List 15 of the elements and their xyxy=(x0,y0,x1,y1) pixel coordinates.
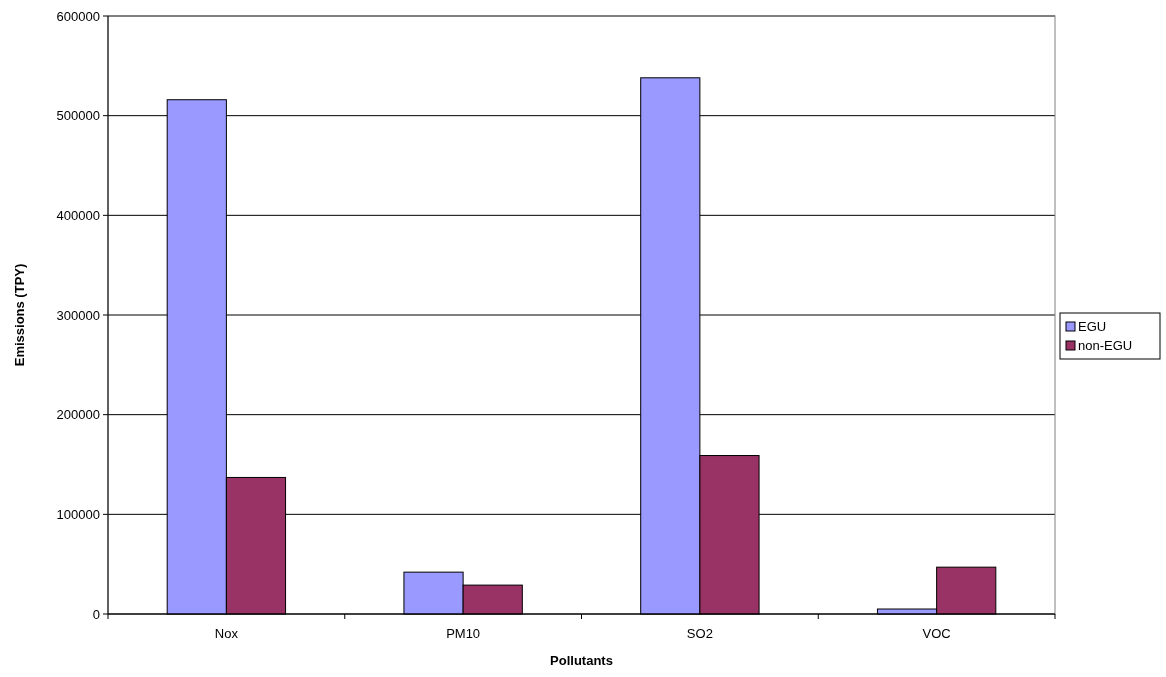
y-tick-label: 100000 xyxy=(56,506,100,522)
y-tick-label: 0 xyxy=(92,606,100,622)
x-tick-label: PM10 xyxy=(446,626,481,641)
y-tick-label: 200000 xyxy=(56,407,100,423)
legend-label: non-EGU xyxy=(1078,338,1133,353)
y-tick-label: 600000 xyxy=(56,8,100,24)
y-tick-label: 300000 xyxy=(56,307,100,323)
x-tick-label: SO2 xyxy=(686,626,713,641)
y-axis-title: Emissions (TPY) xyxy=(12,263,27,367)
x-tick-label: Nox xyxy=(214,626,239,641)
legend-label: EGU xyxy=(1078,319,1107,334)
y-tick-label: 500000 xyxy=(56,108,100,124)
x-tick-label: VOC xyxy=(922,626,951,641)
y-tick-label: 400000 xyxy=(56,207,100,223)
x-axis-title: Pollutants xyxy=(550,653,613,668)
